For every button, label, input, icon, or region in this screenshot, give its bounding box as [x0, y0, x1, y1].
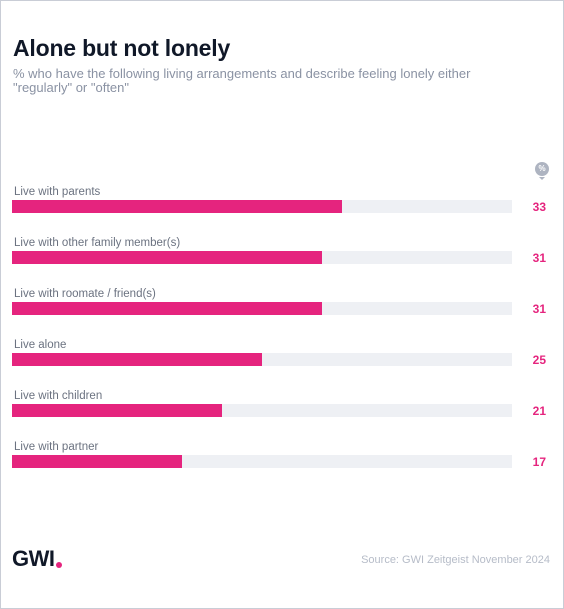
- bar: [12, 200, 342, 213]
- value-label: 21: [533, 404, 547, 418]
- value-label: 31: [533, 302, 547, 316]
- bar: [12, 404, 222, 417]
- gwi-logo: GWI: [12, 546, 55, 571]
- bar: [12, 353, 262, 366]
- chart-title: Alone but not lonely: [13, 35, 231, 61]
- category-label: Live with children: [14, 390, 102, 402]
- source-note: Source: GWI Zeitgeist November 2024: [361, 554, 550, 566]
- bar: [12, 251, 322, 264]
- logo-dot-icon: [56, 562, 62, 568]
- category-label: Live with partner: [14, 441, 99, 453]
- value-label: 33: [533, 200, 547, 214]
- category-label: Live with roomate / friend(s): [14, 288, 156, 300]
- percent-unit-icon: %: [535, 162, 549, 180]
- chart-subtitle: % who have the following living arrangem…: [13, 66, 471, 95]
- category-label: Live with other family member(s): [14, 237, 180, 249]
- value-label: 17: [533, 455, 547, 469]
- bar: [12, 455, 182, 468]
- value-label: 31: [533, 251, 547, 265]
- bar: [12, 302, 322, 315]
- category-label: Live alone: [14, 339, 66, 351]
- category-label: Live with parents: [14, 186, 101, 198]
- value-label: 25: [533, 353, 547, 367]
